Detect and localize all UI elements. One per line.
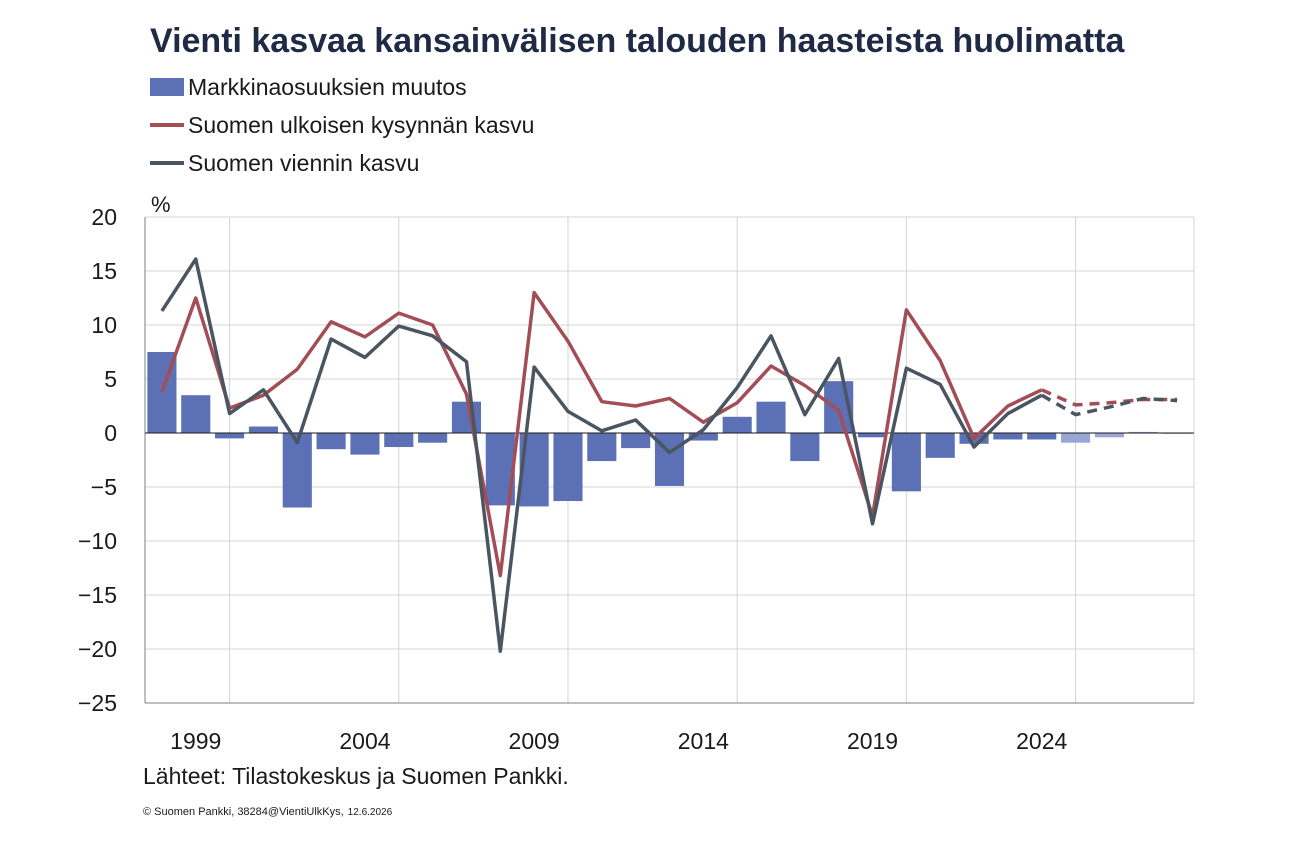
- bar-market-share-2000: [215, 433, 245, 439]
- bar-market-share-2011: [587, 433, 617, 462]
- line-external-demand: [160, 290, 1043, 578]
- x-tick-label: 1999: [170, 728, 221, 754]
- bar-market-share-2024: [1027, 433, 1057, 440]
- y-tick-label: −5: [91, 474, 117, 500]
- y-tick-label: 10: [91, 312, 117, 338]
- bar-market-share-2021: [925, 433, 955, 458]
- bar-market-share-2025: [1061, 433, 1091, 443]
- x-tick-label: 2024: [1016, 728, 1067, 754]
- legend-swatch-red-line: [150, 123, 184, 127]
- bar-market-share-2020: [891, 433, 921, 492]
- legend-label: Suomen viennin kasvu: [188, 150, 420, 176]
- bar-market-share-2012: [621, 433, 651, 449]
- x-tick-label: 2004: [339, 728, 390, 754]
- x-tick-label: 2009: [509, 728, 560, 754]
- y-tick-label: 15: [91, 258, 117, 284]
- y-axis-unit: %: [151, 192, 171, 217]
- legend-swatch-bar: [150, 78, 184, 96]
- chart-title: Vienti kasvaa kansainvälisen talouden ha…: [150, 22, 1125, 60]
- bar-market-share-2017: [790, 433, 820, 462]
- y-tick-label: 0: [104, 420, 117, 446]
- x-tick-label: 2014: [678, 728, 729, 754]
- y-tick-label: −25: [78, 690, 117, 716]
- bar-market-share-2015: [722, 416, 752, 433]
- legend-label: Suomen ulkoisen kysynnän kasvu: [188, 112, 535, 138]
- copyright-text: © Suomen Pankki, 38284@VientiUlkKys,: [143, 806, 344, 818]
- source-note: Lähteet: Tilastokeskus ja Suomen Pankki.: [143, 763, 569, 789]
- line-exports: [160, 257, 1043, 653]
- bar-market-share-2002: [282, 433, 312, 508]
- bar-market-share-1999: [181, 395, 211, 433]
- publish-date: 12.6.2026: [347, 807, 393, 818]
- y-tick-label: 5: [104, 366, 117, 392]
- y-tick-label: −15: [78, 582, 117, 608]
- bar-market-share-2027: [1128, 431, 1158, 433]
- legend-swatch-gray-line: [150, 161, 184, 165]
- bar-market-share-2006: [418, 433, 448, 443]
- bar-market-share-2023: [993, 433, 1023, 440]
- y-tick-label: 20: [91, 204, 117, 230]
- line-exports-forecast: [1040, 393, 1178, 417]
- bar-market-share-2003: [316, 433, 346, 450]
- line-external-demand-forecast: [1041, 388, 1178, 407]
- bar-market-share-2014: [688, 433, 718, 441]
- y-tick-label: −20: [78, 636, 117, 662]
- bar-market-share-2026: [1094, 433, 1124, 438]
- bar-market-share-2010: [553, 433, 583, 502]
- bar-market-share-2005: [384, 433, 414, 448]
- legend-label: Markkinaosuuksien muutos: [188, 74, 467, 100]
- copyright-note: © Suomen Pankki, 38284@VientiUlkKys, 12.6…: [143, 806, 392, 818]
- y-tick-label: −10: [78, 528, 117, 554]
- bar-market-share-2019: [857, 433, 888, 438]
- bar-market-share-2004: [350, 433, 380, 455]
- bar-market-share-2016: [756, 401, 786, 433]
- bar-market-share-2001: [248, 426, 278, 433]
- x-tick-label: 2019: [847, 728, 898, 754]
- bar-market-share-2007: [451, 401, 482, 433]
